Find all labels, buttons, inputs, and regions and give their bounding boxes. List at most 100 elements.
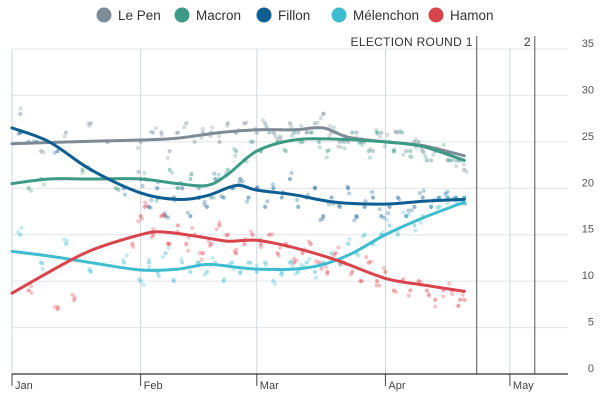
poll-dot [175, 130, 181, 135]
poll-dot [379, 130, 384, 135]
poll-dot [144, 203, 149, 208]
trend-line-fillon [10, 126, 466, 206]
poll-dot [446, 157, 451, 162]
poll-dot [428, 204, 434, 209]
poll-dot [263, 260, 268, 265]
poll-dot [188, 214, 193, 219]
poll-dot [278, 271, 283, 277]
legend-label: Mélenchon [353, 8, 419, 23]
poll-dot [359, 278, 365, 284]
poll-dot [357, 140, 362, 146]
axes: 0 5 10 15 20 25 30 35 Jan Feb Mar Apr May [11, 38, 594, 392]
poll-dot [299, 262, 304, 268]
poll-dot [313, 275, 318, 280]
poll-dot [445, 158, 450, 163]
poll-dot [283, 149, 288, 154]
poll-dot [87, 268, 92, 273]
poll-dot [276, 137, 281, 142]
poll-dot [250, 139, 255, 144]
poll-dot [130, 241, 135, 247]
poll-dot [270, 182, 276, 187]
poll-dot [224, 233, 229, 238]
poll-dot [350, 130, 355, 135]
poll-dot [175, 223, 181, 228]
poll-dot [418, 220, 423, 225]
poll-dot [406, 212, 411, 217]
poll-dot [140, 183, 145, 189]
poll-dot [374, 283, 379, 288]
poll-dot [70, 292, 75, 297]
poll-dot [375, 279, 380, 284]
poll-dot [454, 164, 459, 169]
poll-dot [419, 147, 424, 152]
poll-dot [413, 228, 418, 233]
poll-dot [209, 125, 215, 130]
poll-dot [329, 251, 334, 256]
poll-dot [28, 188, 34, 193]
poll-dot [188, 269, 193, 274]
poll-dot [225, 167, 230, 172]
poll-dot [150, 232, 156, 237]
poll-dot [175, 186, 181, 191]
poll-dot [63, 241, 69, 247]
poll-dot [248, 260, 254, 266]
poll-dot [124, 253, 129, 258]
poll-dot [333, 251, 338, 256]
poll-dot [445, 201, 450, 206]
poll-dot [401, 276, 406, 282]
poll-dot [72, 297, 77, 302]
poll-dot [462, 297, 467, 302]
poll-dot [308, 241, 313, 247]
poll-dot [271, 130, 276, 135]
poll-dot [323, 264, 328, 270]
poll-dot [62, 237, 67, 242]
poll-dot [175, 185, 180, 190]
poll-dot [147, 257, 152, 262]
poll-dot [195, 260, 200, 265]
poll-dot [387, 223, 392, 228]
poll-dot [209, 195, 214, 200]
poll-dot [221, 279, 226, 284]
poll-dot [238, 269, 243, 274]
poll-dot [254, 269, 259, 274]
event-markers: ELECTION ROUND 1 2 [351, 35, 536, 374]
legend: Le Pen Macron Fillon Mélenchon Hamon [96, 7, 494, 23]
poll-dot [428, 158, 434, 163]
poll-dot [258, 241, 264, 247]
poll-dot [185, 210, 190, 215]
poll-dot [148, 129, 153, 134]
poll-dot [240, 179, 245, 184]
poll-dot [80, 167, 85, 172]
poll-dot [52, 150, 57, 155]
trend-line-melenchon [10, 200, 466, 272]
trend-line-hamon [10, 230, 466, 295]
poll-dot [55, 149, 60, 154]
poll-dot [213, 176, 218, 182]
poll-dot [370, 149, 376, 154]
poll-dot [348, 272, 353, 277]
poll-dot [184, 241, 189, 247]
poll-dot [379, 214, 384, 219]
poll-dot [443, 192, 448, 197]
poll-dot [287, 121, 293, 126]
poll-dot [40, 261, 45, 266]
poll-dot [200, 126, 205, 131]
poll-dot [16, 131, 21, 136]
poll-dot [306, 239, 312, 244]
poll-dot [156, 272, 161, 277]
poll-dot [385, 132, 390, 137]
poll-dot [381, 265, 386, 271]
poll-dot [382, 215, 387, 220]
poll-dot [358, 279, 363, 284]
poll-dot [182, 125, 187, 130]
poll-dot [169, 170, 175, 175]
election-round-label: 2 [524, 35, 531, 49]
poll-dot [370, 189, 375, 194]
poll-dot [270, 232, 275, 237]
poll-dot [412, 223, 417, 228]
poll-dot [214, 227, 219, 232]
poll-dot [211, 195, 217, 200]
poll-dot [63, 130, 69, 135]
poll-dot [217, 134, 222, 139]
